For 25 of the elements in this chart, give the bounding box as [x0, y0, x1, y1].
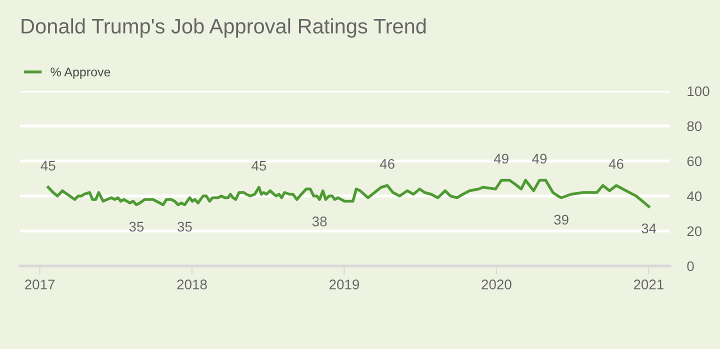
x-tick-label: 2021	[634, 280, 664, 290]
x-tick-label: 2019	[329, 280, 360, 290]
annotation: 38	[312, 216, 327, 226]
annotation: 45	[252, 160, 266, 171]
y-tick-label: 40	[686, 191, 702, 202]
x-tick-label: 2018	[177, 280, 207, 290]
annotation: 45	[40, 160, 56, 171]
x-tick-label: 2020	[482, 280, 512, 290]
annotation: 46	[608, 159, 624, 169]
annotation: 49	[494, 154, 508, 164]
annotation: 34	[642, 224, 656, 234]
y-tick-label: 100	[688, 86, 710, 96]
annotation: 39	[554, 214, 568, 225]
line-series	[46, 178, 650, 208]
annotation: 49	[532, 154, 547, 164]
y-tick-label: 0	[687, 261, 694, 272]
y-tick-label: 20	[687, 226, 702, 236]
legend-label: % Approve	[50, 68, 110, 79]
annotation: 35	[178, 222, 192, 232]
y-tick-label: 80	[687, 121, 702, 132]
chart-title: Donald Trump's Job Approval Ratings Trend	[22, 18, 426, 38]
annotation: 46	[380, 159, 394, 169]
x-tick-label: 2017	[25, 280, 55, 290]
annotation: 35	[129, 222, 144, 232]
y-tick-label: 60	[687, 156, 702, 166]
